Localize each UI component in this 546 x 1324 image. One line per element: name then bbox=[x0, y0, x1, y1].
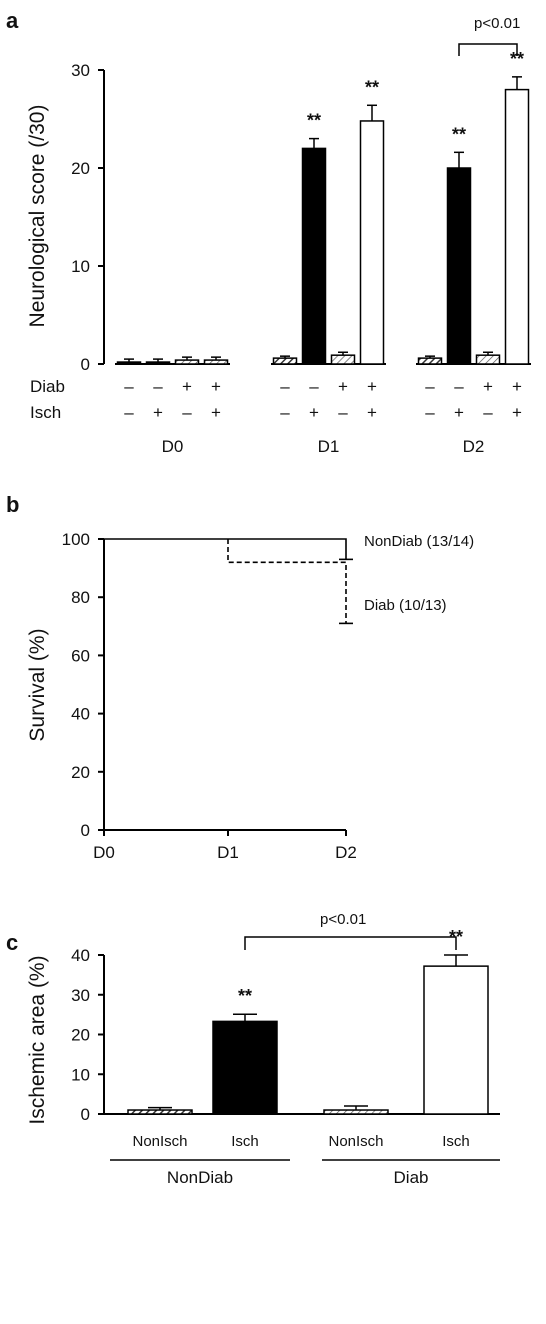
significance-mark: ** bbox=[307, 111, 321, 131]
y-tick-label: 40 bbox=[71, 705, 90, 724]
panel-a-ylabel: Neurological score (/30) bbox=[26, 105, 49, 328]
diab-sign: + bbox=[182, 377, 192, 396]
y-tick-label: 20 bbox=[71, 159, 90, 178]
panel-b-label: b bbox=[6, 492, 19, 517]
x-tick-label: D0 bbox=[93, 843, 115, 862]
y-tick-label: 40 bbox=[71, 946, 90, 965]
panel-c-pvalue: p<0.01 bbox=[320, 911, 366, 928]
diab-sign: – bbox=[124, 377, 134, 396]
significance-bracket bbox=[244, 936, 457, 950]
x-category-label: Isch bbox=[231, 1133, 259, 1150]
significance-mark: ** bbox=[510, 49, 524, 69]
bar bbox=[423, 965, 489, 1115]
x-tick-label: D2 bbox=[335, 843, 357, 862]
y-tick-label: 20 bbox=[71, 1026, 90, 1045]
survival-line bbox=[227, 539, 347, 624]
y-tick-label: 0 bbox=[81, 355, 90, 374]
y-tick-label: 100 bbox=[62, 530, 90, 549]
group-label: D1 bbox=[318, 437, 340, 456]
diab-sign: + bbox=[338, 377, 348, 396]
bar bbox=[272, 357, 298, 365]
diab-sign: – bbox=[309, 377, 319, 396]
survival-line bbox=[104, 538, 347, 560]
diab-sign: – bbox=[454, 377, 464, 396]
bar bbox=[446, 167, 472, 365]
isch-sign: – bbox=[182, 403, 192, 422]
legend-diab: Diab (10/13) bbox=[364, 597, 447, 614]
isch-sign: + bbox=[211, 403, 221, 422]
diab-sign: + bbox=[367, 377, 377, 396]
isch-sign: – bbox=[338, 403, 348, 422]
y-tick-label: 20 bbox=[71, 763, 90, 782]
bar bbox=[475, 354, 501, 365]
panel-a-row-label-diab: Diab bbox=[30, 377, 65, 396]
isch-sign: + bbox=[153, 403, 163, 422]
x-category-label: Isch bbox=[442, 1133, 470, 1150]
bar bbox=[203, 359, 229, 365]
bar bbox=[116, 361, 142, 365]
panel-c-ylabel: Ischemic area (%) bbox=[26, 955, 49, 1124]
panel-b-chart: 0 20 40 60 80 100 D0 D1 D2 NonDiab (13/14) Diab (1… bbox=[62, 530, 474, 862]
y-tick-label: 10 bbox=[71, 1065, 90, 1084]
panel-c-label: c bbox=[6, 930, 18, 955]
bar bbox=[145, 361, 171, 365]
diab-sign: + bbox=[483, 377, 493, 396]
x-category-label: NonIsch bbox=[328, 1133, 383, 1150]
diab-sign: + bbox=[211, 377, 221, 396]
isch-sign: – bbox=[280, 403, 290, 422]
y-tick-label: 10 bbox=[71, 257, 90, 276]
bar bbox=[212, 1020, 278, 1115]
significance-mark: ** bbox=[238, 986, 252, 1006]
significance-mark: ** bbox=[365, 77, 379, 97]
y-tick-label: 80 bbox=[71, 588, 90, 607]
y-tick-label: 0 bbox=[81, 1105, 90, 1124]
group-label: D0 bbox=[162, 437, 184, 456]
diab-sign: – bbox=[425, 377, 435, 396]
isch-sign: + bbox=[454, 403, 464, 422]
y-tick-label: 0 bbox=[81, 821, 90, 840]
diab-sign: + bbox=[512, 377, 522, 396]
y-tick-label: 60 bbox=[71, 646, 90, 665]
legend-nondiab: NonDiab (13/14) bbox=[364, 533, 474, 550]
isch-sign: – bbox=[124, 403, 134, 422]
panel-a-row-label-isch: Isch bbox=[30, 403, 61, 422]
panel-a-label: a bbox=[6, 8, 19, 33]
significance-bracket bbox=[458, 43, 518, 56]
bar bbox=[504, 88, 530, 365]
bar bbox=[330, 354, 356, 365]
bar bbox=[417, 357, 443, 365]
x-tick-label: D1 bbox=[217, 843, 239, 862]
diab-sign: – bbox=[280, 377, 290, 396]
x-category-label: NonIsch bbox=[132, 1133, 187, 1150]
isch-sign: + bbox=[367, 403, 377, 422]
y-tick-label: 30 bbox=[71, 61, 90, 80]
y-tick-label: 30 bbox=[71, 986, 90, 1005]
bar bbox=[359, 120, 385, 365]
bar bbox=[323, 1109, 389, 1115]
isch-sign: + bbox=[512, 403, 522, 422]
significance-mark: ** bbox=[452, 124, 466, 144]
isch-sign: + bbox=[309, 403, 319, 422]
panel-a-pvalue: p<0.01 bbox=[474, 15, 520, 32]
group-label: D2 bbox=[463, 437, 485, 456]
isch-sign: – bbox=[425, 403, 435, 422]
isch-sign: – bbox=[483, 403, 493, 422]
bar bbox=[127, 1109, 193, 1115]
group-label: NonDiab bbox=[167, 1168, 233, 1187]
diab-sign: – bbox=[153, 377, 163, 396]
group-label: Diab bbox=[394, 1168, 429, 1187]
bar bbox=[174, 359, 200, 365]
bar bbox=[301, 147, 327, 365]
panel-a-chart: 0102030–––++–++D0––**–++–**++D1––**–++–*… bbox=[71, 43, 531, 456]
panel-b-ylabel: Survival (%) bbox=[26, 628, 49, 741]
